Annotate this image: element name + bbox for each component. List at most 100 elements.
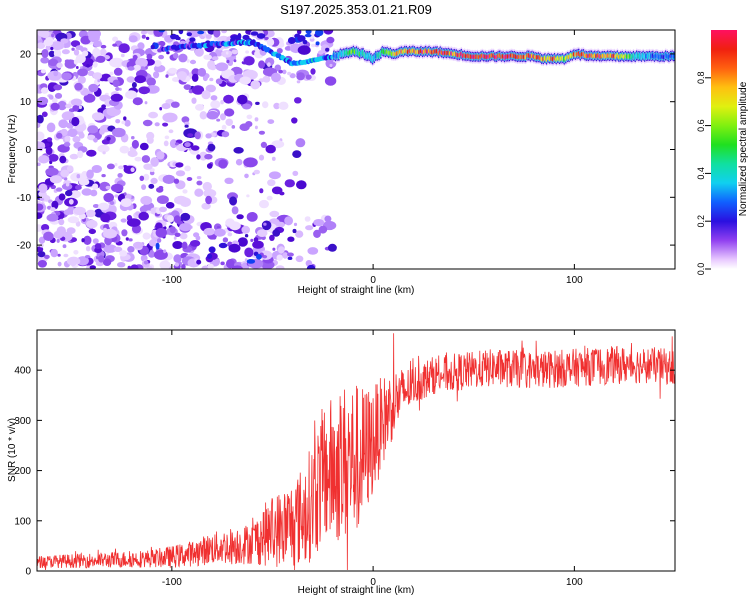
spectrogram-noise-blob [275,265,285,269]
spectrogram-noise-blob [156,195,169,205]
spectrogram-noise-blob [168,67,178,74]
spectrogram-noise-blob [329,63,333,68]
spectrogram-noise-blob [120,218,127,223]
spectrogram-noise-blob [229,221,241,231]
spectrogram-noise-blob [100,213,111,223]
spectrogram-noise-blob [221,30,227,34]
spectrogram-noise-blob [305,225,314,231]
spectrogram-noise-blob [213,30,221,38]
spectrogram-noise-blob [310,68,316,75]
spectrogram-noise-blob [173,215,181,224]
spectrogram-noise-blob [205,195,213,205]
spectrogram-noise-blob [57,261,62,267]
spectrogram-noise-blob [37,251,46,258]
spectrogram-noise-blob [287,252,294,257]
colorbar-tick-label: 0.4 [696,167,706,180]
spectrogram-noise-blob [101,174,106,178]
spectrogram-noise-blob [130,264,139,269]
spectrogram-noise-blob [207,143,216,152]
spectrogram-noise-blob [64,135,71,143]
spectrogram-noise-blob [133,64,141,71]
spectrogram-noise-blob [51,33,55,38]
spectrogram-noise-blob [145,36,150,41]
spectrogram-signal-track [159,39,675,67]
spectrogram-noise-blob [95,55,106,63]
spectrogram-noise-blob [88,228,97,235]
spectrogram-noise-blob [87,125,99,134]
spectrogram-noise-blob [111,183,124,193]
spectrogram-noise-blob [50,41,65,51]
spectrogram-noise-blob [37,122,41,129]
spectrogram-strong-blob [230,35,240,40]
spectrogram-x-tick-label: -100 [162,275,182,286]
spectrogram-noise-blob [146,210,152,214]
spectrogram-y-axis-label: Frequency (Hz) [7,115,18,184]
spectrogram-noise-blob [296,80,301,84]
spectrogram-noise-blob [236,214,244,220]
spectrogram-strong-blob [297,35,306,42]
spectrogram-noise-blob [73,206,86,216]
spectrogram-noise-blob [287,71,292,76]
spectrogram-noise-blob [244,247,254,258]
spectrogram-strong-blob [315,30,324,37]
spectrogram-noise-blob [164,135,170,140]
spectrogram-noise-blob [120,198,132,208]
spectrogram-noise-blob [92,204,100,208]
spectrogram-noise-blob [242,103,252,110]
spectrogram-noise-blob [67,216,80,224]
spectrogram-noise-blob [207,263,214,269]
spectrogram-noise-blob [169,139,178,149]
spectrogram-noise-blob [188,147,192,151]
spectrogram-noise-blob [78,178,90,186]
spectrogram-noise-blob [165,74,169,78]
spectrogram-strong-blob [207,253,213,259]
spectrogram-noise-blob [159,260,171,269]
colorbar-tick-label: 0.6 [696,119,706,132]
spectrogram-noise-blob [203,188,217,198]
spectrogram-noise-blob [163,249,167,254]
spectrogram-noise-blob [58,218,65,226]
spectrogram-noise-blob [91,165,103,173]
spectrogram-noise-blob [67,128,78,138]
spectrogram-noise-blob [263,222,267,226]
spectrogram-noise-blob [112,79,120,88]
spectrogram-noise-blob [123,192,127,196]
spectrogram-noise-blob [121,120,126,125]
spectrogram-noise-blob [68,199,74,205]
spectrogram-noise-blob [225,118,233,127]
spectrogram-noise-blob [85,209,96,218]
spectrogram-noise-blob [159,107,163,111]
spectrogram-strong-blob [306,264,316,269]
spectrogram-noise-blob [37,246,44,253]
spectrogram-noise-blob [123,116,127,121]
spectrogram-noise-blob [173,254,182,263]
spectrogram-noise-blob [121,229,128,237]
spectrogram-noise-blob [267,179,276,187]
spectrogram-noise-blob [183,128,198,139]
spectrogram-noise-blob [327,243,337,252]
spectrogram-noise-blob [269,210,280,218]
spectrogram-noise-blob [63,253,69,258]
spectrogram-noise-blob [131,136,135,140]
spectrogram-noise-blob [45,167,59,176]
spectrogram-noise-blob [325,47,330,52]
spectrogram-noise-blob [246,114,253,120]
spectrogram-noise-blob [246,212,258,222]
spectrogram-noise-blob [72,105,80,112]
spectrogram-noise-blob [196,259,202,265]
spectrogram-noise-blob [137,42,145,50]
spectrogram-noise-blob [181,264,186,269]
spectrogram-noise-blob [99,128,105,135]
snr-y-tick-label: 300 [14,416,31,427]
spectrogram-noise-blob [199,111,208,120]
spectrogram-noise-blob [114,194,119,198]
spectrogram-noise-blob [49,175,63,184]
spectrogram-noise-blob [50,30,54,33]
spectrogram-noise-blob [311,43,316,48]
spectrogram-noise-blob [170,101,180,108]
spectrogram-noise-blob [72,136,81,143]
spectrogram-noise-blob [162,122,169,127]
spectrogram-noise-blob [252,240,264,249]
spectrogram-noise-blob [292,228,297,234]
